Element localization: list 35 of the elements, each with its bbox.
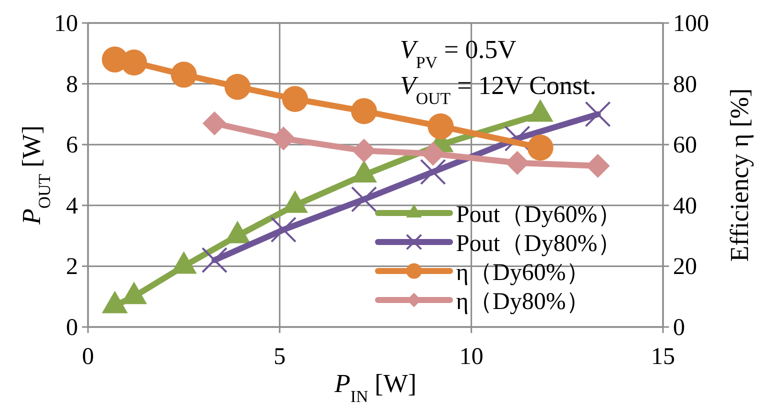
legend-label: Pout（Dy80%）	[456, 231, 622, 257]
y-tick-label: 4	[66, 193, 78, 220]
y2-axis-title: Efficiency η [%]	[725, 88, 754, 262]
point	[527, 134, 554, 161]
point	[121, 50, 147, 76]
y2-tick-label: 60	[673, 132, 697, 159]
point	[351, 98, 377, 124]
point	[428, 113, 454, 140]
y2-tick-label: 0	[673, 315, 685, 341]
point	[352, 138, 376, 163]
annotation: V$_{PV}$ = 0.5V	[400, 35, 517, 72]
legend-label: η（Dy80%）	[456, 289, 590, 315]
y-tick-label: 8	[66, 72, 78, 98]
legend-label: Pout（Dy60%）	[456, 202, 622, 228]
x-tick-label: 10	[459, 344, 484, 370]
y-tick-label: 0	[66, 315, 78, 341]
point	[421, 142, 445, 166]
legend-label: η（Dy60%）	[456, 260, 590, 286]
point	[282, 86, 308, 112]
x-tick-label: 5	[274, 344, 286, 370]
point	[202, 111, 226, 136]
annotation: V$_{OUT}$ = 12V Const.	[400, 71, 596, 108]
point	[170, 62, 197, 88]
y2-tick-label: 20	[673, 254, 697, 280]
y2-tick-label: 80	[673, 72, 697, 98]
x-tick-label: 0	[82, 344, 94, 370]
y-tick-label: 10	[54, 11, 78, 37]
y2-tick-label: 100	[673, 11, 709, 37]
y-tick-label: 2	[66, 254, 78, 280]
point	[272, 126, 296, 151]
point	[224, 74, 250, 100]
y2-tick-label: 40	[673, 193, 697, 220]
y-tick-label: 6	[66, 132, 78, 159]
x-tick-label: 15	[651, 344, 675, 370]
x-axis-title: P$_{IN}$ [W]	[333, 369, 417, 403]
